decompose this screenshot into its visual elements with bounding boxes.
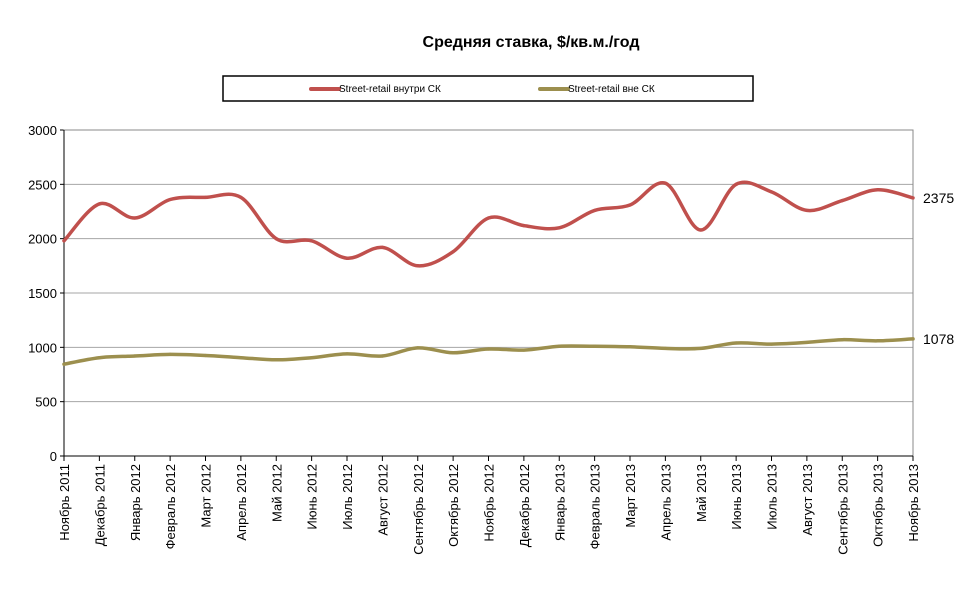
series-line-2 bbox=[62, 337, 915, 366]
x-tick-label: Февраль 2013 bbox=[588, 464, 603, 549]
x-tick-label: Ноябрь 2012 bbox=[482, 464, 497, 542]
data-point bbox=[416, 346, 420, 350]
data-point bbox=[593, 344, 597, 348]
x-tick-label: Сентябрь 2013 bbox=[835, 464, 850, 555]
data-point bbox=[486, 347, 491, 351]
data-point bbox=[239, 195, 243, 199]
x-tick-label: Ноябрь 2013 bbox=[906, 464, 921, 542]
chart-title: Средняя ставка, $/кв.м./год bbox=[423, 34, 640, 51]
end-value-label: 1078 bbox=[923, 331, 954, 347]
end-value-label: 2375 bbox=[923, 190, 954, 206]
data-point bbox=[97, 202, 101, 206]
data-point bbox=[62, 239, 66, 243]
data-point bbox=[769, 342, 774, 346]
x-tick-label: Июль 2012 bbox=[340, 464, 355, 530]
data-point bbox=[699, 228, 703, 232]
x-tick-label: Июнь 2013 bbox=[729, 464, 744, 530]
data-point bbox=[734, 182, 738, 186]
data-point bbox=[663, 181, 667, 185]
data-point bbox=[628, 345, 632, 349]
x-tick-label: Ноябрь 2011 bbox=[57, 464, 72, 541]
data-point bbox=[203, 353, 208, 358]
data-point bbox=[734, 341, 738, 345]
x-tick-label: Апрель 2012 bbox=[234, 464, 249, 541]
x-tick-label: Апрель 2013 bbox=[658, 464, 673, 541]
data-point bbox=[522, 348, 526, 352]
data-point bbox=[310, 239, 314, 243]
y-tick-label: 1000 bbox=[28, 340, 57, 355]
x-tick-label: Январь 2012 bbox=[128, 464, 143, 541]
data-point bbox=[876, 339, 880, 343]
data-point bbox=[911, 196, 915, 200]
y-tick-label: 2500 bbox=[28, 177, 57, 192]
data-point bbox=[911, 337, 915, 341]
legend-label: Street-retail внутри СК bbox=[339, 84, 441, 95]
x-tick-label: Октябрь 2013 bbox=[871, 464, 886, 547]
y-tick-label: 3000 bbox=[28, 123, 57, 138]
data-point bbox=[876, 188, 880, 192]
data-point bbox=[97, 356, 101, 360]
data-point bbox=[593, 208, 597, 213]
data-point bbox=[168, 352, 172, 356]
data-point bbox=[133, 216, 137, 220]
x-tick-label: Февраль 2012 bbox=[163, 464, 178, 549]
x-tick-label: Август 2013 bbox=[800, 464, 815, 536]
data-point bbox=[310, 356, 314, 360]
x-tick-label: Январь 2013 bbox=[552, 464, 567, 541]
data-point bbox=[274, 358, 278, 362]
data-point bbox=[345, 256, 349, 260]
data-point bbox=[840, 199, 844, 203]
data-point bbox=[628, 203, 632, 207]
x-tick-label: Август 2012 bbox=[375, 464, 390, 536]
x-tick-label: Декабрь 2011 bbox=[92, 464, 107, 546]
data-point bbox=[451, 351, 455, 355]
x-tick-label: Сентябрь 2012 bbox=[411, 464, 426, 555]
legend-box bbox=[222, 75, 754, 102]
data-point bbox=[805, 208, 809, 213]
y-tick-label: 0 bbox=[50, 449, 57, 464]
x-tick-label: Май 2012 bbox=[269, 464, 284, 522]
data-point bbox=[133, 354, 137, 358]
data-point bbox=[274, 237, 278, 241]
series-line-1 bbox=[62, 180, 915, 268]
data-point bbox=[380, 245, 384, 249]
legend-label: Street-retail вне СК bbox=[568, 84, 655, 95]
data-point bbox=[805, 340, 809, 345]
x-tick-label: Октябрь 2012 bbox=[446, 464, 461, 547]
x-tick-label: Май 2013 bbox=[694, 464, 709, 522]
data-point bbox=[62, 362, 66, 366]
data-point bbox=[168, 197, 172, 202]
legend: Street-retail внутри СК Street-retail вне… bbox=[222, 75, 754, 102]
data-point bbox=[486, 216, 491, 220]
data-point bbox=[699, 346, 703, 351]
x-tick-label: Март 2012 bbox=[199, 464, 214, 528]
x-tick-label: Декабрь 2012 bbox=[517, 464, 532, 547]
data-point bbox=[557, 344, 561, 348]
x-tick-label: Июнь 2012 bbox=[305, 464, 320, 530]
data-point bbox=[380, 354, 384, 358]
data-point bbox=[663, 346, 667, 351]
data-point bbox=[239, 356, 243, 360]
y-tick-label: 2000 bbox=[28, 232, 57, 247]
data-point bbox=[416, 264, 420, 268]
data-point bbox=[557, 226, 561, 230]
x-tick-label: Март 2013 bbox=[623, 464, 638, 528]
y-tick-label: 500 bbox=[35, 395, 57, 410]
data-point bbox=[840, 338, 844, 342]
x-tick-label: Июль 2013 bbox=[765, 464, 780, 530]
y-tick-label: 1500 bbox=[28, 286, 57, 301]
data-point bbox=[769, 190, 774, 194]
data-point bbox=[345, 352, 349, 356]
data-point bbox=[522, 224, 526, 228]
data-point bbox=[451, 250, 455, 254]
data-point bbox=[203, 195, 208, 199]
plot-area: 0 500 1000 1500 2000 2500 3000 Ноябрь 2011 Декаб… bbox=[28, 123, 954, 555]
